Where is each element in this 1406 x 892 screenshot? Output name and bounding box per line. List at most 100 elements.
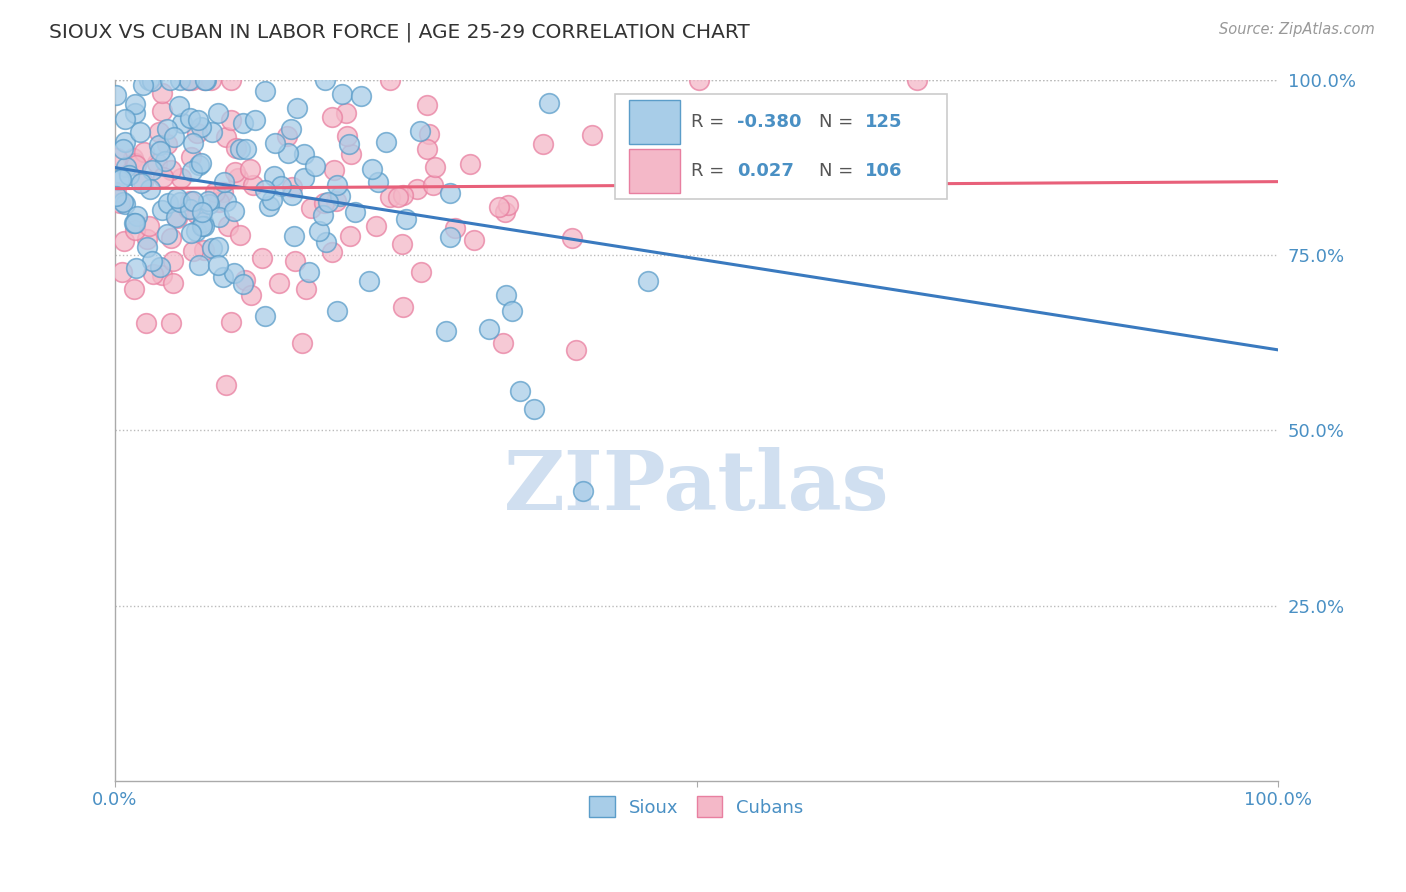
Point (167, 99, 190, 113)
FancyBboxPatch shape (616, 94, 946, 199)
Point (233, 273, 256, 287)
Point (181, 244, 204, 258)
Point (160, 230, 183, 244)
Point (344, 205, 367, 219)
Point (211, 185, 233, 199)
Point (136, 240, 159, 254)
Point (688, 73, 710, 87)
Point (179, 202, 201, 217)
Point (264, 136, 287, 151)
Point (637, 163, 659, 178)
Point (122, 152, 145, 166)
Point (242, 178, 264, 192)
Text: ZIPatlas: ZIPatlas (503, 447, 890, 526)
Point (105, 188, 128, 202)
Point (797, 121, 820, 136)
Point (145, 155, 167, 169)
Point (208, 194, 231, 209)
Point (193, 73, 215, 87)
Point (283, 228, 305, 243)
Point (194, 73, 217, 87)
Point (270, 179, 292, 194)
Point (122, 216, 145, 230)
Point (416, 142, 439, 156)
Point (232, 277, 254, 291)
Point (538, 95, 561, 110)
Point (905, 73, 928, 87)
Point (315, 235, 337, 249)
Point (194, 73, 217, 87)
Point (111, 142, 134, 156)
Point (124, 106, 146, 120)
Point (321, 245, 343, 260)
Point (114, 135, 136, 149)
Point (105, 88, 128, 103)
Point (170, 116, 193, 130)
Point (115, 161, 138, 175)
Point (280, 121, 302, 136)
Point (226, 170, 249, 185)
Point (637, 274, 659, 288)
Point (141, 254, 163, 268)
Point (124, 223, 146, 237)
Point (263, 169, 285, 184)
Point (458, 157, 481, 171)
Point (314, 73, 336, 87)
Point (325, 194, 347, 208)
Point (367, 175, 389, 189)
Point (160, 316, 183, 330)
Point (240, 288, 263, 302)
Point (177, 73, 200, 87)
Text: 106: 106 (865, 162, 903, 180)
Point (111, 195, 134, 210)
Point (323, 163, 346, 178)
Point (184, 224, 207, 238)
Point (378, 73, 401, 87)
Point (281, 180, 304, 194)
Point (166, 211, 188, 225)
Point (339, 147, 361, 161)
Text: R =: R = (690, 113, 730, 131)
Point (308, 224, 330, 238)
Point (391, 236, 413, 251)
Point (186, 126, 208, 140)
Point (395, 211, 418, 226)
Point (254, 84, 277, 98)
Point (212, 175, 235, 189)
Point (162, 254, 184, 268)
Point (357, 274, 380, 288)
Point (124, 155, 146, 169)
Point (217, 219, 239, 233)
Point (127, 209, 149, 223)
Point (135, 316, 157, 330)
Point (191, 214, 214, 228)
Point (423, 160, 446, 174)
Point (204, 185, 226, 199)
Point (439, 229, 461, 244)
Point (235, 142, 257, 156)
Point (155, 121, 177, 136)
Point (378, 190, 401, 204)
Point (350, 88, 373, 103)
Point (169, 194, 191, 209)
Point (197, 194, 219, 208)
Point (135, 232, 157, 246)
Point (239, 161, 262, 176)
Point (418, 127, 440, 141)
Point (229, 142, 252, 156)
Point (124, 216, 146, 230)
Point (284, 254, 307, 268)
Point (148, 125, 170, 139)
Point (170, 170, 193, 185)
Point (219, 315, 242, 329)
Point (522, 401, 544, 416)
Point (232, 116, 254, 130)
Point (409, 264, 432, 278)
Point (565, 343, 588, 357)
Point (124, 97, 146, 112)
Point (229, 228, 252, 243)
Text: N =: N = (818, 113, 859, 131)
Point (498, 198, 520, 212)
Point (224, 203, 246, 218)
Text: N =: N = (818, 162, 859, 180)
